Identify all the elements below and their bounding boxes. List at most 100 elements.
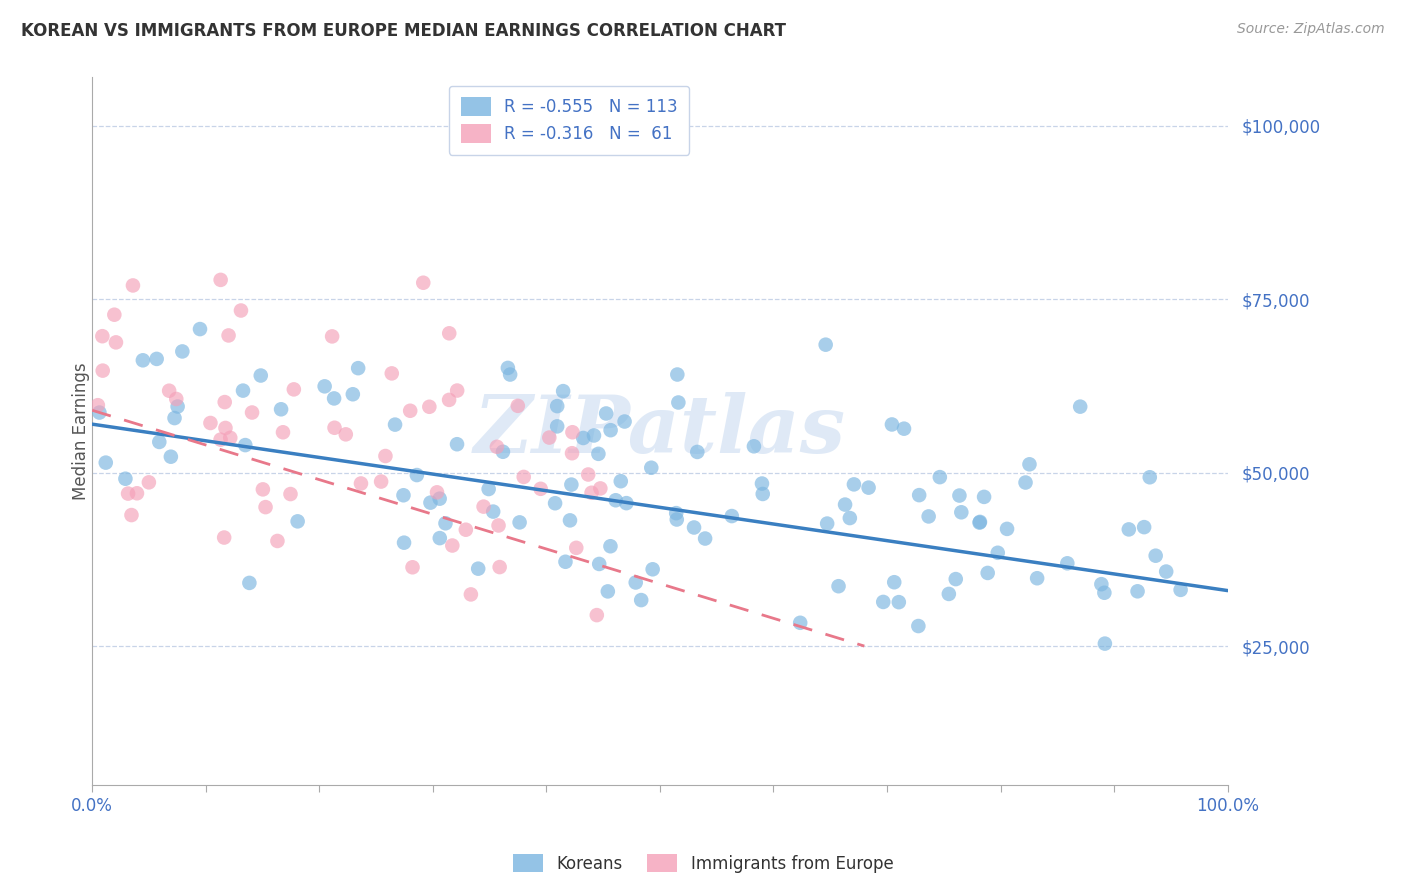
Point [249, 368, 271, 383]
Point [347, 361, 370, 376]
Point [145, 351, 167, 366]
Point [509, 516, 531, 530]
Point [530, 482, 553, 496]
Point [454, 523, 477, 537]
Point [613, 415, 636, 429]
Point [950, 505, 973, 519]
Point [751, 487, 773, 501]
Point [91, 363, 114, 377]
Point [214, 421, 236, 435]
Point [209, 433, 232, 447]
Point [229, 303, 252, 318]
Point [412, 276, 434, 290]
Point [94, 456, 117, 470]
Point [560, 477, 582, 491]
Point [827, 579, 849, 593]
Point [488, 560, 510, 574]
Point [238, 575, 260, 590]
Point [1069, 400, 1091, 414]
Point [995, 522, 1018, 536]
Point [665, 506, 688, 520]
Point [219, 431, 242, 445]
Point [883, 575, 905, 590]
Point [1092, 586, 1115, 600]
Point [429, 531, 451, 545]
Point [467, 562, 489, 576]
Point [392, 535, 415, 549]
Point [1094, 637, 1116, 651]
Point [138, 475, 160, 490]
Point [945, 572, 967, 586]
Point [969, 515, 991, 529]
Point [976, 566, 998, 580]
Point [907, 619, 929, 633]
Point [1170, 582, 1192, 597]
Point [166, 400, 188, 414]
Legend: R = -0.555   N = 113, R = -0.316   N =  61: R = -0.555 N = 113, R = -0.316 N = 61 [449, 86, 689, 155]
Point [214, 395, 236, 409]
Point [887, 595, 910, 609]
Point [589, 482, 612, 496]
Point [558, 513, 581, 527]
Point [188, 322, 211, 336]
Point [987, 546, 1010, 560]
Point [1014, 475, 1036, 490]
Point [418, 400, 440, 414]
Point [434, 516, 457, 531]
Point [506, 399, 529, 413]
Point [252, 483, 274, 497]
Point [815, 516, 838, 531]
Point [209, 273, 232, 287]
Point [437, 392, 460, 407]
Point [588, 447, 610, 461]
Point [1139, 470, 1161, 484]
Point [666, 395, 689, 409]
Point [446, 437, 468, 451]
Point [321, 329, 343, 343]
Point [218, 328, 240, 343]
Point [122, 278, 145, 293]
Point [492, 444, 515, 458]
Point [254, 500, 277, 515]
Point [665, 512, 688, 526]
Point [1026, 571, 1049, 585]
Point [546, 419, 568, 434]
Point [342, 387, 364, 401]
Point [370, 475, 392, 489]
Point [401, 560, 423, 574]
Point [271, 425, 294, 440]
Point [200, 416, 222, 430]
Point [446, 384, 468, 398]
Point [565, 541, 588, 555]
Point [814, 337, 837, 351]
Point [485, 440, 508, 454]
Point [1154, 565, 1177, 579]
Point [742, 439, 765, 453]
Point [160, 450, 183, 464]
Point [588, 557, 610, 571]
Point [323, 392, 346, 406]
Point [283, 383, 305, 397]
Point [973, 490, 995, 504]
Point [212, 531, 235, 545]
Point [1126, 584, 1149, 599]
Point [512, 470, 534, 484]
Point [880, 417, 903, 432]
Point [405, 468, 427, 483]
Text: KOREAN VS IMMIGRANTS FROM EUROPE MEDIAN EARNINGS CORRELATION CHART: KOREAN VS IMMIGRANTS FROM EUROPE MEDIAN … [21, 22, 786, 40]
Point [838, 511, 860, 525]
Point [89, 406, 111, 420]
Point [233, 438, 256, 452]
Point [384, 417, 406, 432]
Point [350, 476, 373, 491]
Point [720, 509, 742, 524]
Point [1133, 520, 1156, 534]
Point [132, 353, 155, 368]
Point [969, 516, 991, 530]
Point [640, 460, 662, 475]
Point [599, 423, 621, 437]
Point [121, 508, 143, 522]
Text: Source: ZipAtlas.com: Source: ZipAtlas.com [1237, 22, 1385, 37]
Point [488, 518, 510, 533]
Point [240, 405, 263, 419]
